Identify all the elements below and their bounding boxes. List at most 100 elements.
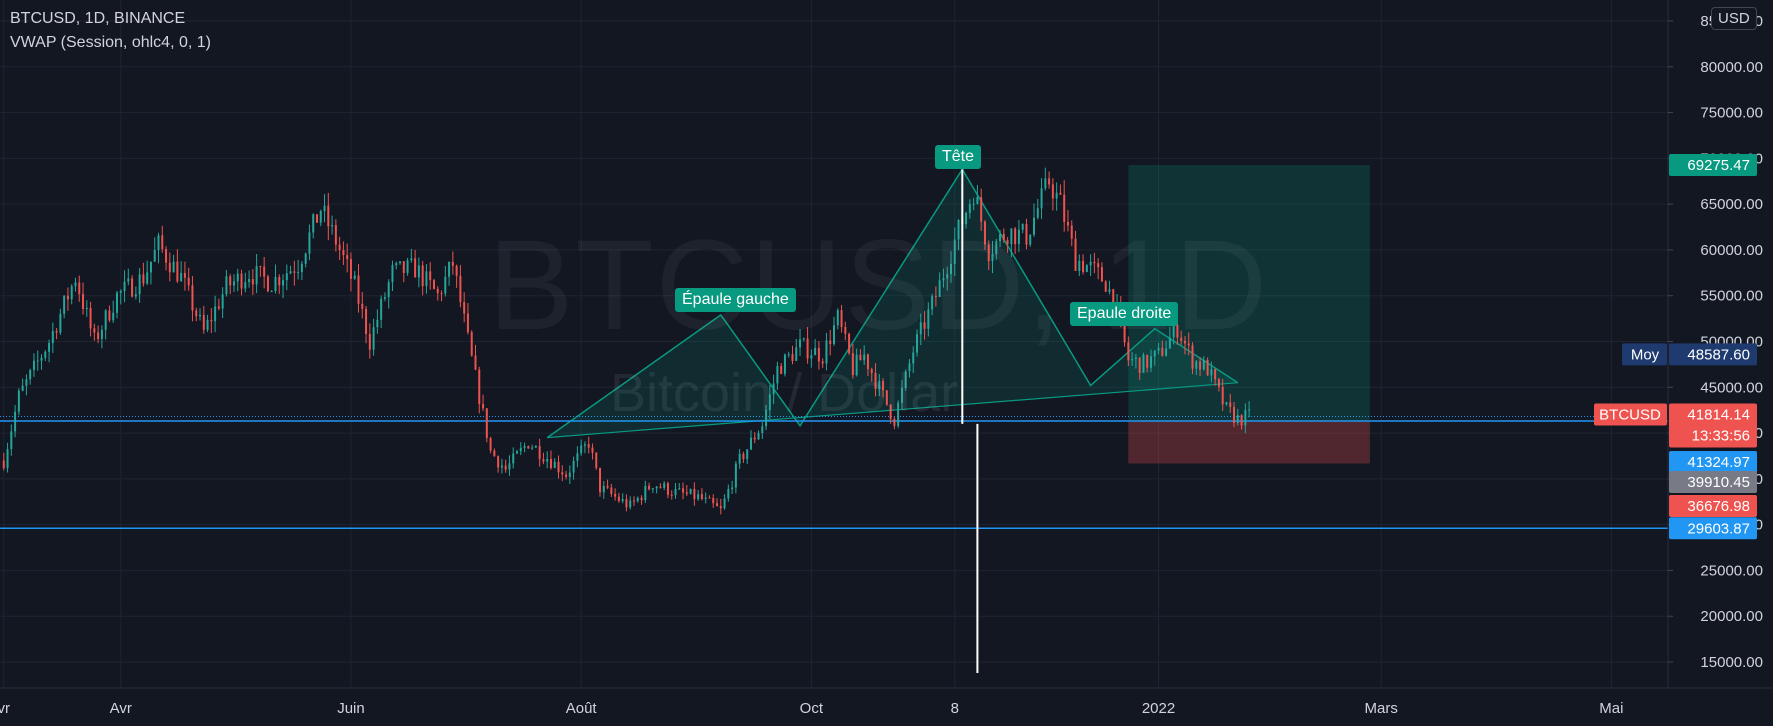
currency-button[interactable]: USD bbox=[1711, 7, 1757, 30]
candle-body bbox=[519, 447, 522, 452]
label-head[interactable]: Tête bbox=[935, 145, 982, 169]
candle-body bbox=[614, 494, 617, 497]
candle-body bbox=[591, 447, 594, 453]
price-tag-vwap bbox=[1669, 343, 1757, 366]
countdown-text: 13:33:56 bbox=[1692, 427, 1750, 444]
time-axis[interactable]: vr Avr Juin Août Oct 8 2022 Mars Mai bbox=[0, 687, 1773, 726]
price-tag-stop-text: 36676.98 bbox=[1687, 498, 1750, 515]
horizontal-lines[interactable] bbox=[0, 415, 1668, 530]
candle bbox=[93, 323, 96, 341]
candle-body bbox=[331, 225, 334, 227]
candle bbox=[931, 293, 934, 316]
candle bbox=[742, 451, 745, 463]
label-right-shoulder[interactable]: Epaule droite bbox=[1070, 302, 1179, 326]
candle bbox=[134, 286, 137, 300]
candle bbox=[810, 349, 813, 368]
candle-body bbox=[791, 354, 794, 361]
candle bbox=[1066, 209, 1069, 232]
candle bbox=[1138, 357, 1141, 380]
candle bbox=[610, 483, 613, 497]
candle-body bbox=[1108, 289, 1111, 292]
candle-body bbox=[14, 411, 17, 432]
candle bbox=[489, 436, 492, 454]
candle bbox=[115, 290, 118, 319]
candle-body bbox=[866, 354, 869, 370]
candle bbox=[644, 480, 647, 504]
neckline[interactable] bbox=[547, 382, 1238, 439]
candle-body bbox=[1244, 410, 1247, 426]
price-tick-label: 60000.00 bbox=[1700, 242, 1763, 259]
price-tick-label: 15000.00 bbox=[1700, 654, 1763, 671]
candle-body bbox=[666, 483, 669, 495]
candle bbox=[534, 445, 537, 449]
price-tag-entry bbox=[1669, 450, 1757, 473]
candle-body bbox=[953, 239, 956, 264]
candle bbox=[821, 358, 824, 368]
candle-body bbox=[432, 280, 435, 289]
candle-body bbox=[44, 351, 47, 358]
candle-body bbox=[402, 261, 405, 273]
candle-body bbox=[825, 340, 828, 364]
candle-body bbox=[142, 274, 145, 284]
candle-body bbox=[599, 467, 602, 493]
candle-body bbox=[1085, 265, 1088, 272]
time-tick-label: vr bbox=[0, 700, 10, 717]
candle bbox=[1002, 228, 1005, 243]
candle bbox=[278, 274, 281, 295]
candle-body bbox=[746, 449, 749, 460]
candle bbox=[919, 313, 922, 346]
candle bbox=[168, 252, 171, 282]
candle bbox=[689, 488, 692, 495]
candle-body bbox=[323, 205, 326, 212]
symbol-legend[interactable]: BTCUSD, 1D, BINANCE bbox=[10, 10, 186, 27]
candle-body bbox=[183, 272, 186, 278]
candle bbox=[708, 495, 711, 499]
candle-body bbox=[610, 487, 613, 495]
candle-body bbox=[731, 487, 734, 489]
candle-body bbox=[387, 282, 390, 298]
measure-lines[interactable] bbox=[961, 169, 979, 673]
time-tick-label: 2022 bbox=[1142, 700, 1175, 717]
candle bbox=[833, 316, 835, 346]
candle bbox=[146, 260, 149, 286]
indicator-legend[interactable]: VWAP (Session, ohlc4, 0, 1) bbox=[10, 34, 211, 51]
candle-body bbox=[1248, 409, 1251, 411]
candle bbox=[361, 291, 364, 319]
candle-body bbox=[534, 446, 537, 448]
candle-body bbox=[319, 211, 322, 223]
candle bbox=[255, 253, 258, 294]
candle-body bbox=[17, 390, 20, 412]
candle bbox=[10, 424, 13, 456]
candle bbox=[980, 188, 983, 231]
candle bbox=[1180, 330, 1183, 345]
candle bbox=[334, 219, 337, 252]
candle bbox=[399, 261, 402, 265]
candle-body bbox=[772, 383, 775, 395]
candle-body bbox=[1168, 337, 1171, 349]
candle bbox=[682, 482, 685, 500]
candle-body bbox=[787, 354, 790, 356]
candle bbox=[995, 238, 998, 260]
candle bbox=[1244, 403, 1247, 434]
long-position-tool[interactable] bbox=[1128, 164, 1370, 464]
candle bbox=[300, 260, 303, 280]
candle bbox=[1055, 182, 1058, 211]
position-loss-zone[interactable] bbox=[1128, 420, 1370, 464]
candle bbox=[591, 443, 594, 460]
candle-body bbox=[927, 309, 930, 329]
candle-body bbox=[874, 372, 877, 390]
candle bbox=[806, 327, 809, 364]
price-tag-support bbox=[1669, 517, 1757, 540]
candle-body bbox=[1172, 324, 1175, 338]
position-profit-zone[interactable] bbox=[1128, 164, 1370, 421]
candle-body bbox=[346, 255, 349, 260]
candle bbox=[546, 451, 549, 469]
candle bbox=[70, 284, 73, 305]
candle bbox=[908, 359, 911, 378]
candle-body bbox=[504, 465, 507, 470]
candle bbox=[516, 449, 519, 455]
candle bbox=[840, 305, 843, 333]
label-left-shoulder[interactable]: Épaule gauche bbox=[675, 288, 796, 312]
candle bbox=[651, 487, 654, 494]
